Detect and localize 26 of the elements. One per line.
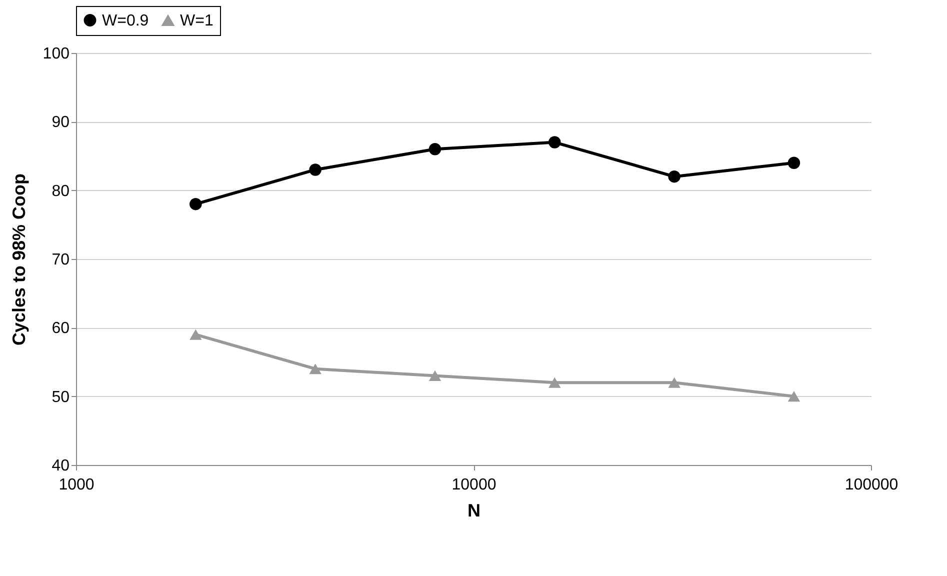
y-axis-title: Cycles to 98% Coop <box>8 173 29 346</box>
point <box>428 143 442 156</box>
point <box>548 136 561 148</box>
point <box>309 164 322 176</box>
y-tick-label: 70 <box>52 252 70 268</box>
point <box>190 329 202 340</box>
y-tick-label: 90 <box>52 114 70 132</box>
y-tick-label: 40 <box>52 458 70 474</box>
point <box>190 198 202 210</box>
point <box>309 364 322 374</box>
y-tick-label: 100 <box>42 46 70 62</box>
point <box>548 377 561 388</box>
x-tick-label: 100000 <box>844 476 898 494</box>
y-tick-label: 60 <box>52 320 70 338</box>
point <box>428 370 442 382</box>
point <box>788 156 800 169</box>
legend-label: W=0.9 <box>102 12 149 30</box>
point <box>668 170 680 183</box>
point <box>668 377 680 388</box>
point <box>788 391 800 402</box>
y-tick-label: 50 <box>52 388 70 406</box>
x-tick-label: 10000 <box>452 476 496 494</box>
legend-label: W=1 <box>180 12 214 30</box>
x-tick-label: 1000 <box>58 476 94 494</box>
y-tick-label: 80 <box>52 182 70 200</box>
x-axis-title: N <box>468 500 480 520</box>
